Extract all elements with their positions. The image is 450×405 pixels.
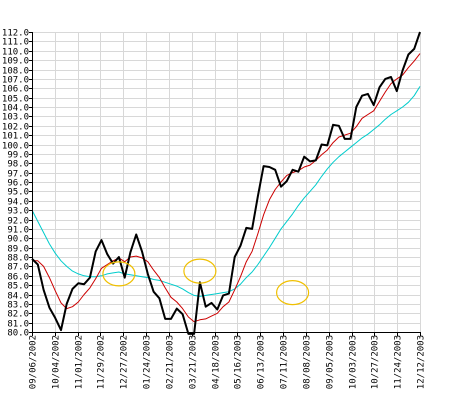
y-tick-label: 92.0: [7, 217, 29, 227]
x-tick-label: 10/04/2002: [52, 335, 62, 389]
highlight-ellipse: [184, 259, 216, 283]
x-tick-label: 10/03/2003: [349, 335, 359, 389]
x-tick-label: 10/27/2003: [371, 335, 381, 389]
y-tick-label: 99.0: [7, 151, 29, 161]
y-tick-label: 95.0: [7, 188, 29, 198]
y-tick-label: 109.0: [2, 57, 29, 67]
x-tick-label: 07/11/2003: [280, 335, 290, 389]
x-tick-label: 04/18/2003: [212, 335, 222, 389]
y-tick-label: 94.0: [7, 198, 29, 208]
y-tick-label: 96.0: [7, 179, 29, 189]
y-tick-label: 97.0: [7, 170, 29, 180]
y-tick-label: 83.0: [7, 301, 29, 311]
y-tick-label: 108.0: [2, 67, 29, 77]
x-tick-label: 11/29/2002: [97, 335, 107, 389]
y-tick-label: 91.0: [7, 226, 29, 236]
y-tick-label: 82.0: [7, 310, 29, 320]
y-tick-label: 105.0: [2, 95, 29, 105]
x-tick-label: 09/05/2003: [326, 335, 336, 389]
y-tick-label: 81.0: [7, 320, 29, 330]
x-tick-label: 03/21/2003: [189, 335, 199, 389]
y-tick-label: 103.0: [2, 113, 29, 123]
x-tick-label: 08/08/2003: [303, 335, 313, 389]
y-tick-label: 106.0: [2, 85, 29, 95]
y-tick-label: 107.0: [2, 76, 29, 86]
x-tick-label: 12/27/2002: [120, 335, 130, 389]
y-tick-label: 90.0: [7, 235, 29, 245]
y-tick-label: 101.0: [2, 132, 29, 142]
x-tick-label: 11/01/2002: [75, 335, 85, 389]
x-tick-label: 05/16/2003: [234, 335, 244, 389]
y-tick-label: 89.0: [7, 245, 29, 255]
y-tick-label: 93.0: [7, 207, 29, 217]
y-tick-label: 111.0: [2, 38, 29, 48]
y-tick-label: 80.0: [7, 329, 29, 339]
y-tick-label: 112.0: [2, 29, 29, 39]
y-tick-label: 100.0: [2, 142, 29, 152]
highlight-ellipse: [277, 281, 309, 305]
x-tick-label: 01/24/2003: [143, 335, 153, 389]
y-tick-label: 84.0: [7, 292, 29, 302]
y-tick-label: 85.0: [7, 282, 29, 292]
series-line-1: [32, 54, 420, 322]
y-tick-label: 104.0: [2, 104, 29, 114]
x-tick-label: 12/12/2003: [417, 335, 427, 389]
y-tick-label: 87.0: [7, 263, 29, 273]
x-tick-label: 06/13/2003: [257, 335, 267, 389]
y-tick-label: 88.0: [7, 254, 29, 264]
x-tick-label: 11/24/2003: [394, 335, 404, 389]
x-tick-label: 09/06/2002: [29, 335, 39, 389]
y-tick-label: 102.0: [2, 123, 29, 133]
y-tick-label: 110.0: [2, 48, 29, 58]
x-tick-label: 02/21/2003: [166, 335, 176, 389]
y-tick-label: 86.0: [7, 273, 29, 283]
y-tick-label: 98.0: [7, 160, 29, 170]
